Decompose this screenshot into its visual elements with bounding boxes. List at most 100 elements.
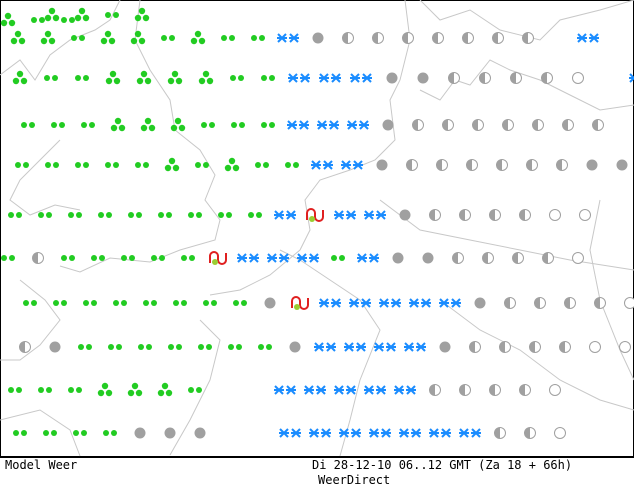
snow-symbol bbox=[267, 253, 289, 263]
flake-d2 bbox=[351, 428, 361, 438]
drop bbox=[236, 344, 242, 350]
cloudy-symbol bbox=[19, 341, 31, 353]
overcast-symbol bbox=[164, 427, 176, 439]
drop bbox=[23, 300, 29, 306]
cloud-half bbox=[489, 209, 495, 221]
drop bbox=[190, 37, 198, 45]
drop bbox=[105, 162, 111, 168]
drop bbox=[196, 212, 202, 218]
drizzle-symbol bbox=[81, 122, 95, 128]
flake-d2 bbox=[319, 298, 329, 308]
drop bbox=[43, 430, 49, 436]
drop bbox=[170, 124, 178, 132]
cloudy-symbol bbox=[522, 32, 534, 44]
cloudy-symbol bbox=[496, 159, 508, 171]
drop bbox=[134, 14, 142, 22]
drop bbox=[269, 75, 275, 81]
snow-symbol bbox=[277, 33, 299, 43]
cloud-half bbox=[512, 252, 518, 264]
cloudy-symbol bbox=[594, 297, 606, 309]
drop bbox=[206, 77, 214, 85]
drop bbox=[9, 255, 15, 261]
drop bbox=[263, 162, 269, 168]
drizzle-symbol bbox=[331, 255, 345, 261]
drizzle-symbol bbox=[78, 344, 92, 350]
flake-d2 bbox=[344, 342, 354, 352]
cloudy-symbol bbox=[532, 119, 544, 131]
drop bbox=[175, 77, 183, 85]
flake-d2 bbox=[267, 253, 277, 263]
drizzle-symbol bbox=[73, 430, 87, 436]
drop bbox=[140, 124, 148, 132]
cloudy-symbol bbox=[524, 427, 536, 439]
drop bbox=[106, 212, 112, 218]
drizzle-symbol bbox=[8, 387, 22, 393]
flake-d2 bbox=[287, 120, 297, 130]
weather-symbols bbox=[0, 7, 634, 439]
clear-symbol bbox=[549, 209, 561, 221]
drizzle-symbol bbox=[75, 162, 89, 168]
snow-symbol bbox=[347, 120, 369, 130]
drizzle-symbol bbox=[248, 212, 262, 218]
map bbox=[0, 0, 634, 457]
cloud-half bbox=[448, 72, 454, 84]
drop bbox=[151, 300, 157, 306]
flake-d2 bbox=[374, 342, 384, 352]
snow-symbol bbox=[629, 73, 634, 83]
drizzle-symbol bbox=[143, 300, 157, 306]
drop bbox=[209, 122, 215, 128]
drop bbox=[206, 344, 212, 350]
drop bbox=[188, 212, 194, 218]
drop bbox=[12, 77, 20, 85]
drop bbox=[159, 255, 165, 261]
snow-symbol bbox=[364, 210, 386, 220]
drop bbox=[173, 300, 179, 306]
drop bbox=[4, 12, 12, 20]
drop bbox=[168, 344, 174, 350]
drop bbox=[83, 162, 89, 168]
drop bbox=[91, 300, 97, 306]
cloudy-symbol bbox=[448, 72, 460, 84]
rain-symbol bbox=[157, 382, 173, 397]
drizzle-symbol bbox=[158, 212, 172, 218]
overcast-symbol bbox=[399, 209, 411, 221]
cloudy-symbol bbox=[442, 119, 454, 131]
mixed-symbol bbox=[306, 208, 324, 222]
drop bbox=[38, 387, 44, 393]
cloud-half bbox=[494, 427, 500, 439]
rain-symbol bbox=[44, 7, 60, 22]
drop bbox=[148, 124, 156, 132]
drop bbox=[45, 162, 51, 168]
drop bbox=[181, 300, 187, 306]
snow-symbol bbox=[317, 120, 339, 130]
drizzle-symbol bbox=[21, 122, 35, 128]
drizzle-symbol bbox=[105, 162, 119, 168]
drizzle-symbol bbox=[68, 387, 82, 393]
overcast-symbol bbox=[312, 32, 324, 44]
drop bbox=[73, 430, 79, 436]
flake-d2 bbox=[319, 73, 329, 83]
cloudy-symbol bbox=[592, 119, 604, 131]
snow-symbol bbox=[459, 428, 481, 438]
footer-source: WeerDirect bbox=[318, 473, 391, 487]
drizzle-symbol bbox=[173, 300, 187, 306]
drop bbox=[181, 255, 187, 261]
drop bbox=[226, 212, 232, 218]
drop bbox=[40, 37, 48, 45]
cloud-half bbox=[594, 297, 600, 309]
drop bbox=[232, 164, 240, 172]
flake-d2 bbox=[346, 385, 356, 395]
flake-d2 bbox=[286, 385, 296, 395]
drop bbox=[81, 430, 87, 436]
flake-d2 bbox=[331, 73, 341, 83]
rain-symbol bbox=[198, 70, 214, 85]
drizzle-symbol bbox=[103, 430, 117, 436]
flake-d2 bbox=[451, 298, 461, 308]
flake-d2 bbox=[314, 342, 324, 352]
drop bbox=[105, 12, 111, 18]
drop bbox=[110, 124, 118, 132]
drop bbox=[48, 37, 56, 45]
drop bbox=[111, 430, 117, 436]
drop bbox=[169, 35, 175, 41]
